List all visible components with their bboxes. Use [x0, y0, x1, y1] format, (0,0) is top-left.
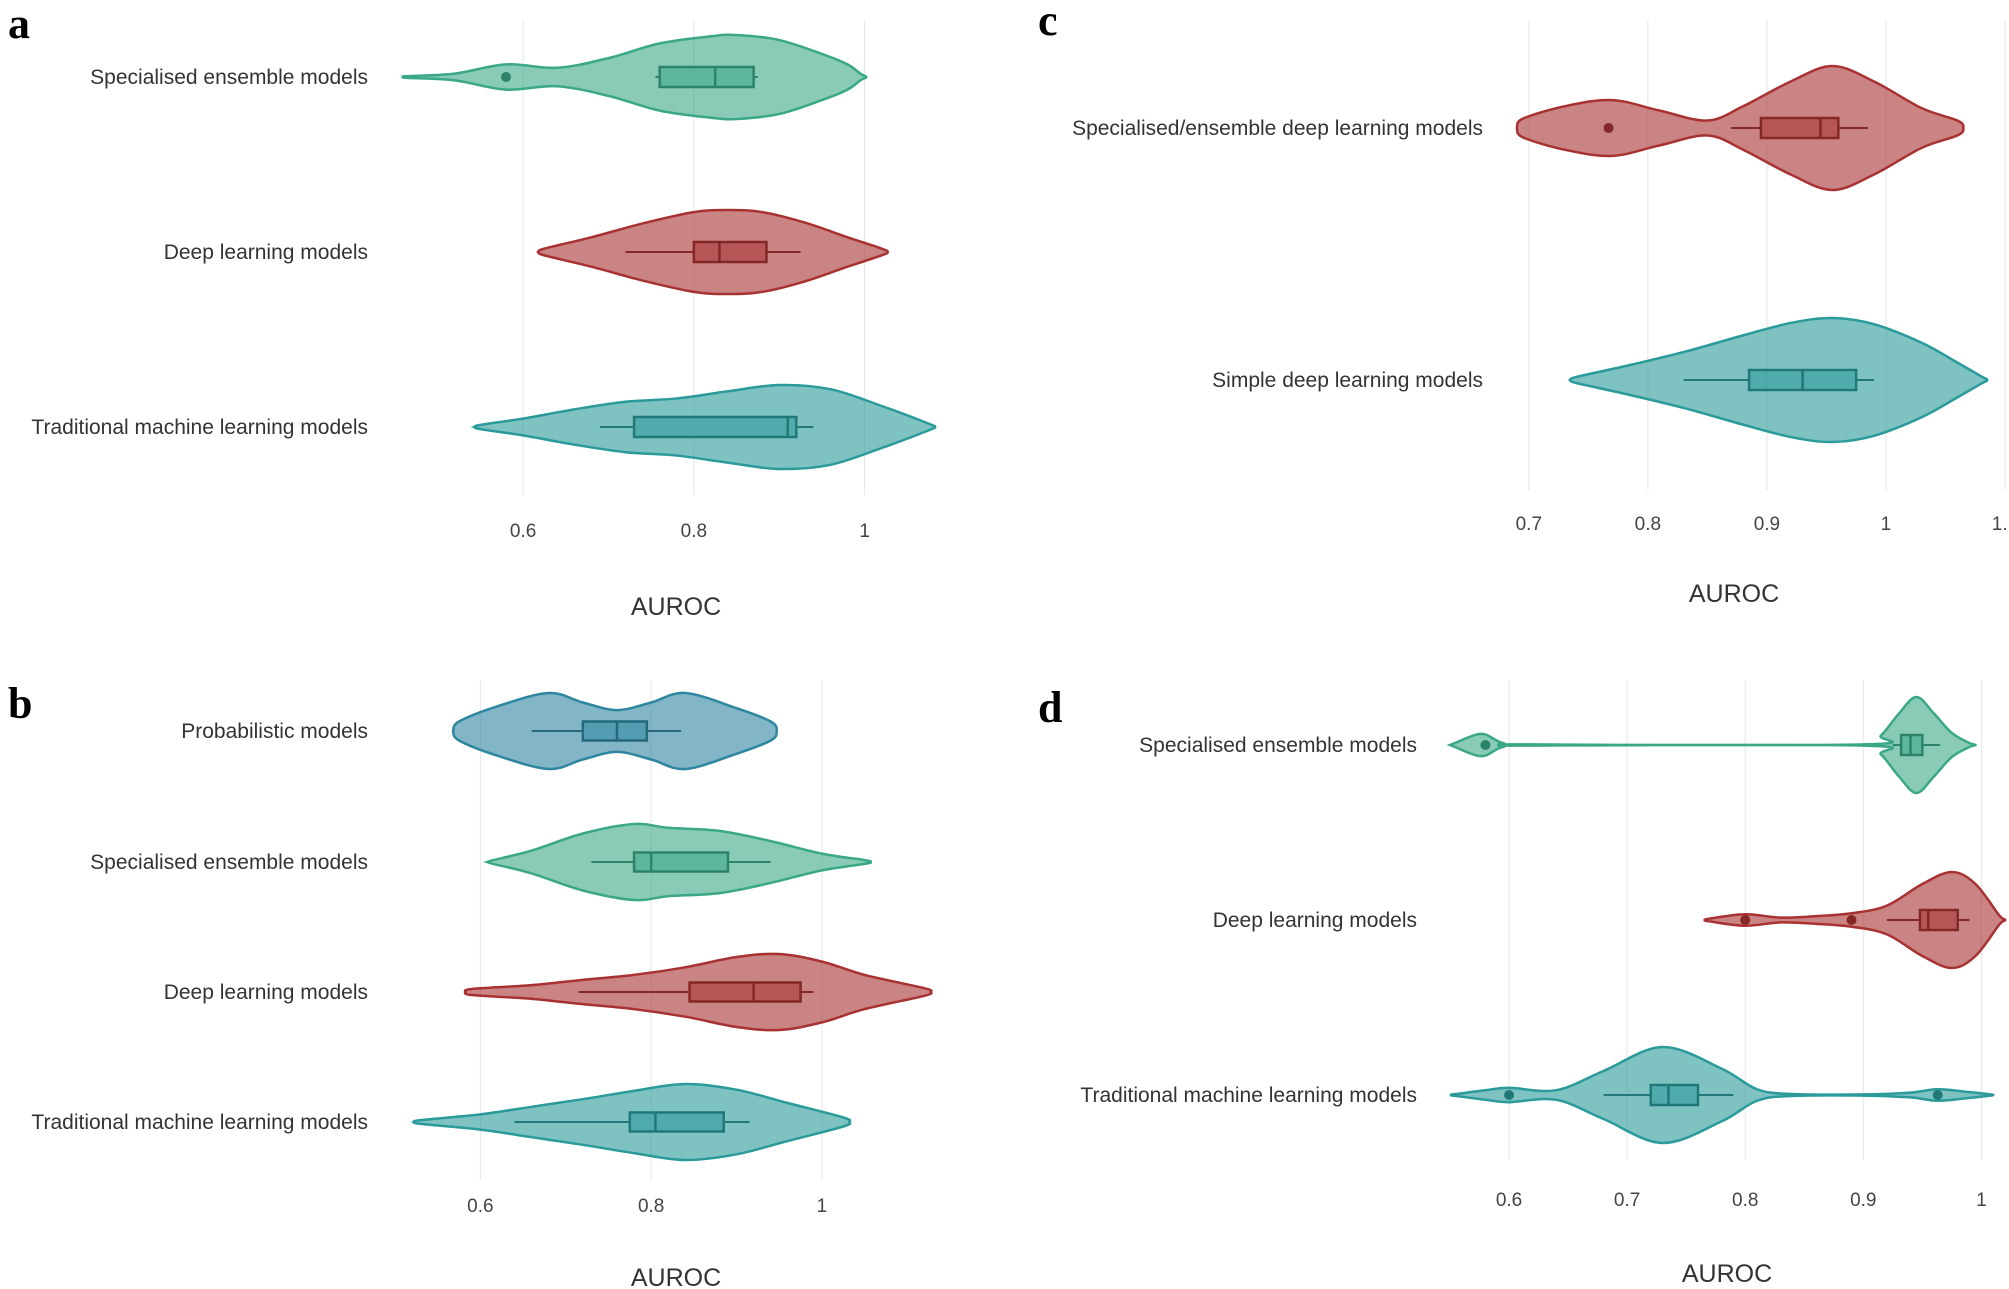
box-iqr [632, 851, 730, 873]
x-tick-label: 1 [817, 1196, 828, 1217]
outlier-point [1740, 915, 1751, 925]
panel-letter: a [8, 0, 30, 48]
outlier-point [1932, 1090, 1943, 1100]
panel-b: b 0.6 0.8 1 AUROC Probabilistic models Special… [8, 679, 933, 1289]
category-label: Specialised ensemble models [90, 851, 368, 874]
x-tick-label: 0.6 [1496, 1190, 1522, 1211]
x-tick-label: 0.8 [1732, 1190, 1758, 1211]
box-iqr [688, 981, 802, 1003]
x-tick-label: 1.1 [1992, 514, 2009, 535]
category-label: Deep learning models [164, 241, 368, 264]
violin-shape [400, 33, 868, 121]
x-axis-title: AUROC [1689, 580, 1779, 608]
panel-letter: c [1038, 0, 1058, 45]
violin-group: Deep learning models [1213, 870, 2007, 970]
violin-group: Specialised/ensemble deep learning model… [1072, 64, 1965, 192]
x-tick-label: 0.6 [510, 521, 536, 542]
category-label: Traditional machine learning models [31, 1111, 368, 1134]
violin-group: Traditional machine learning models [31, 383, 937, 471]
x-tick-label: 0.8 [681, 521, 707, 542]
violin-group: Specialised ensemble models [90, 822, 873, 902]
violin-group: Simple deep learning models [1212, 316, 1989, 444]
x-tick-label: 1 [1881, 514, 1892, 535]
violin-shape [1446, 695, 1977, 795]
box-iqr [581, 720, 649, 742]
violin-group: Specialised ensemble models [90, 33, 868, 121]
x-tick-label: 0.8 [1635, 514, 1661, 535]
box-iqr [628, 1111, 725, 1133]
x-tick-label: 0.9 [1754, 514, 1780, 535]
violin-group: Deep learning models [164, 952, 933, 1032]
category-label: Specialised/ensemble deep learning model… [1072, 117, 1483, 140]
outlier-point [501, 72, 511, 82]
panel-c: c 0.7 0.8 0.9 1 1.1 AUROC Specialised/ensemble … [1038, 0, 2009, 608]
category-label: Simple deep learning models [1212, 369, 1483, 392]
violin-group: Probabilistic models [181, 691, 778, 771]
x-tick-label: 0.9 [1850, 1190, 1876, 1211]
x-axis-title: AUROC [1682, 1260, 1772, 1288]
x-tick-label: 1 [859, 521, 870, 542]
panel-letter: d [1038, 683, 1062, 732]
panel-letter: b [8, 679, 32, 728]
x-tick-label: 0.8 [638, 1196, 664, 1217]
violin-group: Deep learning models [164, 208, 889, 296]
category-label: Specialised ensemble models [1139, 734, 1417, 757]
x-tick-label: 0.7 [1614, 1190, 1640, 1211]
category-label: Specialised ensemble models [90, 66, 368, 89]
box-iqr [1649, 1083, 1700, 1107]
violin-group: Traditional machine learning models [1080, 1045, 1995, 1145]
box-iqr [1918, 908, 1960, 932]
x-tick-label: 1 [1976, 1190, 1987, 1211]
outlier-point [1603, 123, 1614, 133]
x-tick-label: 0.7 [1516, 514, 1542, 535]
category-label: Probabilistic models [181, 720, 368, 743]
violin-group: Specialised ensemble models [1139, 695, 1977, 795]
box-iqr [692, 240, 768, 264]
box-iqr [1759, 116, 1840, 140]
category-label: Traditional machine learning models [31, 416, 368, 439]
outlier-point [1504, 1090, 1515, 1100]
x-axis-title: AUROC [631, 1264, 721, 1289]
outlier-point [1846, 915, 1857, 925]
outlier-point [1480, 740, 1491, 750]
category-label: Traditional machine learning models [1080, 1084, 1417, 1107]
category-label: Deep learning models [164, 981, 368, 1004]
category-label: Deep learning models [1213, 909, 1417, 932]
box-iqr [632, 415, 798, 439]
box-iqr [658, 65, 755, 89]
x-tick-label: 0.6 [467, 1196, 493, 1217]
violin-group: Traditional machine learning models [31, 1082, 852, 1162]
x-axis-title: AUROC [631, 593, 721, 621]
panel-d: d 0.6 0.7 0.8 0.9 1 AUROC Specialised ensemble … [1038, 680, 2007, 1288]
panel-a: a 0.6 0.8 1 AUROC Specialised ensemble models… [8, 0, 937, 621]
